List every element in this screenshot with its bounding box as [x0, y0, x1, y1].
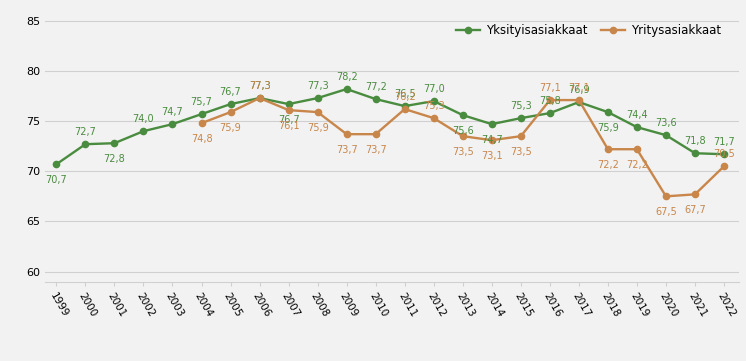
Text: 78,2: 78,2	[336, 72, 357, 82]
Yritysasiakkaat	[545, 98, 554, 102]
Text: 73,6: 73,6	[655, 118, 677, 128]
Text: 75,3: 75,3	[423, 101, 445, 111]
Yritysasiakkaat	[284, 108, 293, 112]
Text: 75,9: 75,9	[597, 123, 618, 133]
Text: 77,1: 77,1	[568, 83, 590, 93]
Yksityisasiakkaat	[226, 102, 235, 106]
Yksityisasiakkaat	[168, 122, 177, 126]
Yritysasiakkaat	[342, 132, 351, 136]
Text: 77,3: 77,3	[248, 81, 271, 91]
Yksityisasiakkaat	[139, 129, 148, 133]
Yksityisasiakkaat	[604, 110, 612, 114]
Yritysasiakkaat	[487, 138, 496, 142]
Text: 76,1: 76,1	[278, 121, 299, 131]
Yritysasiakkaat	[691, 192, 700, 196]
Yritysasiakkaat	[458, 134, 467, 138]
Line: Yksityisasiakkaat: Yksityisasiakkaat	[53, 86, 727, 168]
Yksityisasiakkaat	[458, 113, 467, 117]
Yksityisasiakkaat	[429, 99, 438, 103]
Text: 67,7: 67,7	[684, 205, 706, 216]
Text: 75,9: 75,9	[219, 123, 242, 133]
Text: 77,3: 77,3	[248, 81, 271, 91]
Text: 67,5: 67,5	[655, 208, 677, 217]
Yksityisasiakkaat	[545, 111, 554, 115]
Text: 76,9: 76,9	[568, 85, 589, 95]
Yksityisasiakkaat	[691, 151, 700, 155]
Yritysasiakkaat	[226, 110, 235, 114]
Text: 77,3: 77,3	[307, 81, 328, 91]
Yksityisasiakkaat	[110, 141, 119, 145]
Text: 73,7: 73,7	[336, 145, 357, 155]
Text: 74,0: 74,0	[133, 114, 154, 124]
Text: 73,1: 73,1	[481, 151, 503, 161]
Yritysasiakkaat	[401, 107, 410, 111]
Yksityisasiakkaat	[401, 104, 410, 108]
Line: Yritysasiakkaat: Yritysasiakkaat	[198, 95, 727, 200]
Text: 72,2: 72,2	[597, 160, 619, 170]
Yritysasiakkaat	[197, 121, 206, 125]
Yritysasiakkaat	[633, 147, 642, 151]
Text: 75,8: 75,8	[539, 96, 561, 106]
Yksityisasiakkaat	[81, 142, 90, 146]
Text: 73,5: 73,5	[452, 147, 474, 157]
Yritysasiakkaat	[516, 134, 525, 138]
Yksityisasiakkaat	[487, 122, 496, 126]
Yritysasiakkaat	[313, 110, 322, 114]
Text: 76,2: 76,2	[394, 92, 416, 102]
Yritysasiakkaat	[574, 98, 583, 102]
Text: 71,8: 71,8	[684, 136, 706, 146]
Text: 76,7: 76,7	[219, 87, 242, 97]
Text: 76,7: 76,7	[278, 115, 299, 125]
Yritysasiakkaat	[720, 164, 729, 169]
Yritysasiakkaat	[604, 147, 612, 151]
Text: 73,7: 73,7	[365, 145, 386, 155]
Yksityisasiakkaat	[662, 133, 671, 137]
Yksityisasiakkaat	[720, 152, 729, 156]
Legend: Yksityisasiakkaat, Yritysasiakkaat: Yksityisasiakkaat, Yritysasiakkaat	[451, 19, 726, 42]
Yksityisasiakkaat	[313, 96, 322, 100]
Yksityisasiakkaat	[633, 125, 642, 129]
Yksityisasiakkaat	[255, 96, 264, 100]
Text: 74,7: 74,7	[481, 135, 503, 145]
Text: 70,5: 70,5	[713, 149, 735, 159]
Yksityisasiakkaat	[372, 97, 380, 101]
Text: 72,8: 72,8	[104, 154, 125, 164]
Text: 74,4: 74,4	[626, 110, 648, 120]
Yksityisasiakkaat	[574, 100, 583, 104]
Yritysasiakkaat	[429, 116, 438, 120]
Text: 75,7: 75,7	[190, 97, 213, 107]
Yksityisasiakkaat	[284, 102, 293, 106]
Yritysasiakkaat	[372, 132, 380, 136]
Yritysasiakkaat	[255, 96, 264, 100]
Text: 74,7: 74,7	[162, 107, 184, 117]
Yritysasiakkaat	[662, 194, 671, 199]
Text: 76,5: 76,5	[394, 89, 416, 99]
Text: 77,2: 77,2	[365, 82, 386, 92]
Yksityisasiakkaat	[516, 116, 525, 120]
Text: 77,0: 77,0	[423, 84, 445, 94]
Text: 74,8: 74,8	[191, 134, 213, 144]
Text: 75,9: 75,9	[307, 123, 328, 133]
Text: 75,6: 75,6	[452, 126, 474, 136]
Text: 77,1: 77,1	[539, 83, 561, 93]
Text: 71,7: 71,7	[713, 137, 735, 147]
Yksityisasiakkaat	[52, 162, 61, 166]
Yksityisasiakkaat	[197, 112, 206, 116]
Yksityisasiakkaat	[342, 87, 351, 91]
Text: 70,7: 70,7	[46, 175, 67, 185]
Text: 73,5: 73,5	[510, 147, 532, 157]
Text: 72,7: 72,7	[75, 127, 96, 137]
Text: 75,3: 75,3	[510, 101, 532, 111]
Text: 72,2: 72,2	[626, 160, 648, 170]
